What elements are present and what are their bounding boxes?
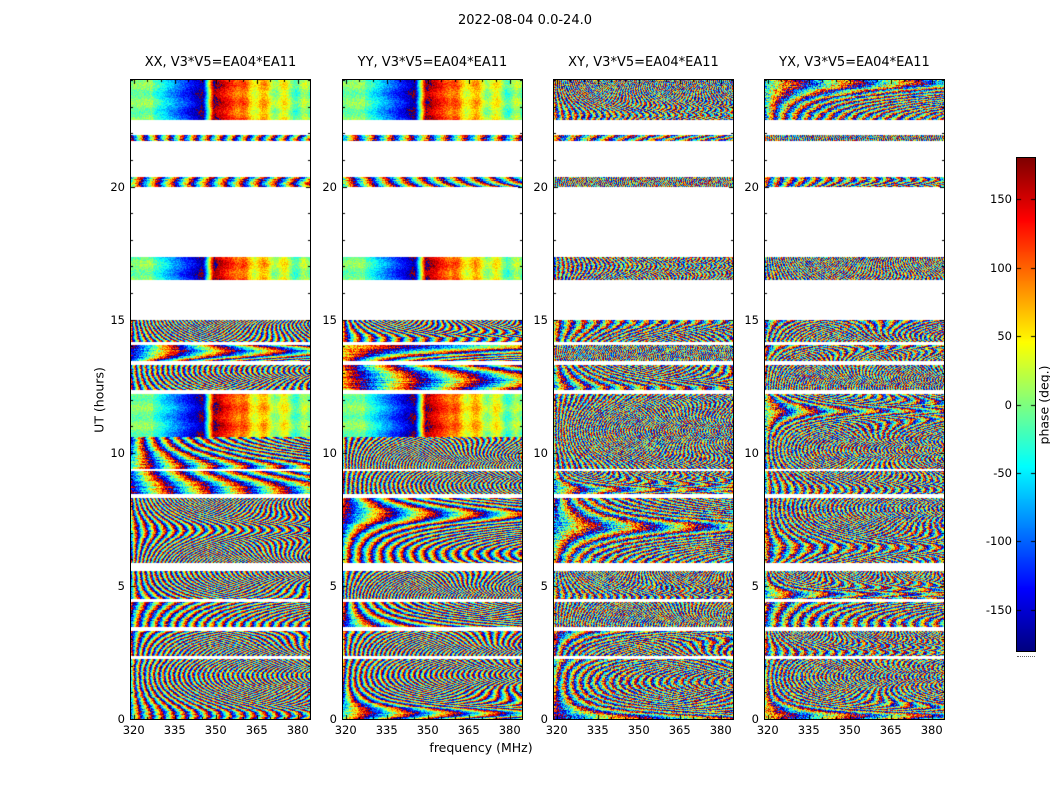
phase-heatmap-canvas	[131, 80, 310, 719]
y-axis-label: UT (hours)	[91, 367, 107, 433]
x-tick-label: 365	[879, 723, 902, 737]
x-tick-label: 350	[204, 723, 227, 737]
phase-panel	[764, 79, 945, 720]
colorbar	[1016, 157, 1036, 652]
y-tick-label: 10	[322, 445, 337, 460]
y-tick-label: 5	[751, 578, 759, 593]
y-tick-label: 0	[329, 712, 337, 726]
y-tick-label: 20	[110, 179, 125, 194]
colorbar-tick-label: -150	[985, 602, 1012, 617]
x-axis-label: frequency (MHz)	[429, 740, 533, 755]
y-tick-label: 10	[744, 445, 759, 460]
x-tick-label: 350	[627, 723, 650, 737]
phase-heatmap-canvas	[554, 80, 733, 719]
panel-title: XY, V3*V5=EA04*EA11	[568, 55, 719, 70]
x-tick-label: 350	[416, 723, 439, 737]
colorbar-gradient	[1017, 158, 1035, 651]
x-tick-label: 320	[756, 723, 779, 737]
colorbar-tick-label: 0	[1004, 397, 1012, 412]
y-tick-label: 0	[540, 712, 548, 726]
x-tick-label: 320	[122, 723, 145, 737]
x-tick-label: 335	[163, 723, 186, 737]
panel-title: YX, V3*V5=EA04*EA11	[779, 55, 930, 70]
x-tick-label: 380	[286, 723, 309, 737]
phase-heatmap-canvas	[343, 80, 522, 719]
phase-panel	[130, 79, 311, 720]
colorbar-tick-label: 100	[990, 260, 1012, 275]
x-tick-label: 335	[586, 723, 609, 737]
colorbar-label: phase (deg.)	[1036, 365, 1050, 445]
x-tick-label: 320	[545, 723, 568, 737]
y-tick-label: 5	[540, 578, 548, 593]
y-tick-label: 0	[751, 712, 759, 726]
y-tick-label: 5	[117, 578, 125, 593]
figure-title: 2022-08-04 0.0-24.0	[458, 13, 592, 28]
colorbar-tick-label: 50	[997, 329, 1012, 344]
y-tick-label: 20	[533, 179, 548, 194]
y-tick-label: 0	[117, 712, 125, 726]
colorbar-tick-label: -100	[985, 534, 1012, 549]
x-tick-label: 365	[457, 723, 480, 737]
x-tick-label: 320	[334, 723, 357, 737]
panel-title: YY, V3*V5=EA04*EA11	[357, 55, 508, 70]
y-tick-label: 15	[110, 312, 125, 327]
colorbar-tick-label: -50	[993, 465, 1012, 480]
y-tick-label: 15	[533, 312, 548, 327]
phase-panel	[342, 79, 523, 720]
y-tick-label: 5	[329, 578, 337, 593]
x-tick-label: 335	[797, 723, 820, 737]
x-tick-label: 380	[920, 723, 943, 737]
phase-panel	[553, 79, 734, 720]
colorbar-dotted-edge	[1017, 656, 1035, 657]
x-tick-label: 380	[709, 723, 732, 737]
x-tick-label: 335	[375, 723, 398, 737]
y-tick-label: 20	[744, 179, 759, 194]
y-tick-label: 10	[110, 445, 125, 460]
x-tick-label: 380	[498, 723, 521, 737]
y-tick-label: 10	[533, 445, 548, 460]
x-tick-label: 365	[668, 723, 691, 737]
colorbar-tick-label: 150	[990, 192, 1012, 207]
panel-title: XX, V3*V5=EA04*EA11	[144, 55, 297, 70]
x-tick-label: 365	[245, 723, 268, 737]
y-tick-label: 15	[744, 312, 759, 327]
x-tick-label: 350	[838, 723, 861, 737]
y-tick-label: 15	[322, 312, 337, 327]
phase-heatmap-canvas	[765, 80, 944, 719]
y-tick-label: 20	[322, 179, 337, 194]
